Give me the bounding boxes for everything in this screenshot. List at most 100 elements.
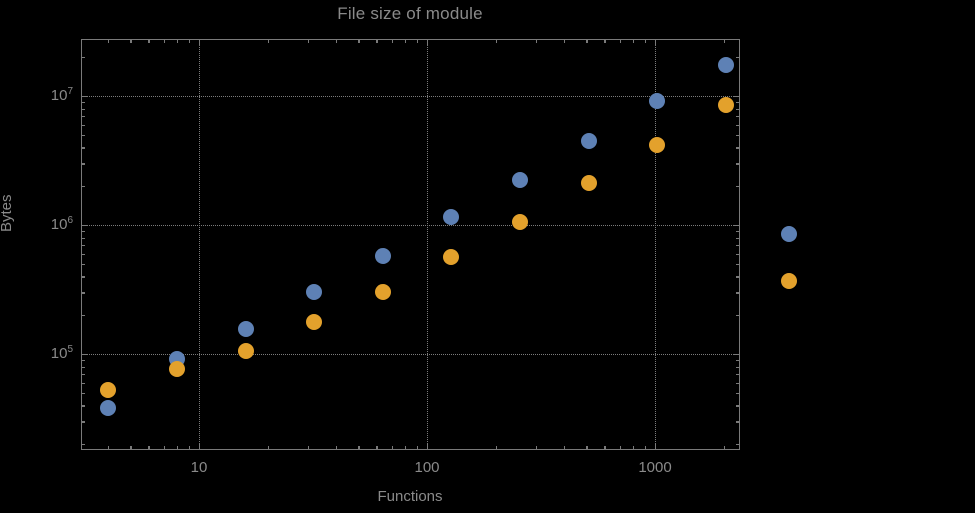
tick-x-top	[644, 39, 646, 43]
tick-y-minor	[81, 163, 85, 165]
tick-y-right	[733, 96, 740, 98]
tick-y-minor	[81, 186, 85, 188]
tick-x-top	[655, 39, 657, 46]
tick-x-minor	[188, 446, 190, 450]
tick-y-minor	[81, 405, 85, 407]
tick-y-minor	[81, 315, 85, 317]
tick-y-minor	[81, 147, 85, 149]
data-point-series-blue[interactable]	[580, 132, 597, 149]
y-tick-mantissa: 10	[50, 216, 68, 233]
tick-x-top	[199, 39, 201, 46]
data-point-series-blue[interactable]	[512, 171, 529, 188]
tick-y-major	[81, 225, 88, 227]
data-point-series-blue[interactable]	[374, 247, 391, 264]
y-tick-exponent: 6	[67, 215, 73, 226]
tick-x-minor	[391, 446, 393, 450]
tick-x-minor	[495, 446, 497, 450]
tick-x-minor	[535, 446, 537, 450]
tick-y-major	[81, 354, 88, 356]
gridline-x-1000	[655, 39, 656, 450]
tick-x-minor	[148, 446, 150, 450]
gridline-y-1e6	[81, 225, 740, 226]
tick-x-major	[199, 443, 201, 450]
data-point-series-blue[interactable]	[649, 93, 666, 110]
y-tick-mantissa: 10	[50, 87, 68, 104]
tick-y-right	[736, 392, 740, 395]
tick-y-minor	[81, 359, 85, 362]
tick-y-right	[733, 225, 740, 227]
data-point-series-orange[interactable]	[374, 283, 391, 300]
tick-y-minor	[81, 392, 85, 395]
tick-x-minor	[644, 446, 646, 450]
gridline-x-100	[427, 39, 428, 450]
tick-y-right	[736, 57, 740, 59]
tick-y-minor	[81, 244, 85, 247]
y-tick-label-1e7: 107	[13, 86, 73, 104]
data-point-series-orange[interactable]	[100, 381, 117, 398]
data-point-series-orange[interactable]	[306, 313, 323, 330]
tick-x-top	[188, 39, 190, 43]
tick-x-minor	[376, 446, 378, 450]
tick-y-minor	[81, 253, 85, 255]
tick-x-major	[427, 443, 429, 450]
tick-x-minor	[604, 446, 606, 450]
tick-x-minor	[416, 446, 418, 450]
y-tick-exponent: 7	[67, 86, 73, 97]
data-point-series-orange[interactable]	[717, 97, 734, 114]
data-point-series-orange[interactable]	[168, 361, 185, 378]
tick-y-minor	[81, 124, 85, 126]
tick-y-minor	[81, 444, 85, 446]
data-point-series-blue[interactable]	[306, 283, 323, 300]
y-tick-label-1e6: 106	[13, 215, 73, 233]
tick-y-right	[736, 124, 740, 126]
y-tick-exponent: 5	[67, 344, 73, 355]
data-point-series-blue[interactable]	[237, 321, 254, 338]
legend-swatch-orange[interactable]	[781, 273, 797, 289]
data-point-series-orange[interactable]	[443, 249, 460, 266]
tick-y-right	[736, 134, 740, 137]
y-axis-title: Bytes	[0, 194, 15, 232]
tick-y-right	[736, 366, 740, 368]
legend-swatch-blue[interactable]	[781, 226, 797, 242]
tick-y-minor	[81, 382, 85, 384]
tick-x-minor	[176, 446, 179, 450]
tick-x-top	[604, 39, 606, 43]
tick-x-top	[148, 39, 150, 43]
plot-frame	[81, 39, 740, 450]
data-point-series-blue[interactable]	[100, 400, 117, 417]
data-point-series-blue[interactable]	[443, 209, 460, 226]
data-point-series-orange[interactable]	[649, 136, 666, 153]
tick-x-top	[427, 39, 429, 46]
data-point-series-blue[interactable]	[717, 56, 734, 73]
tick-y-right	[736, 382, 740, 384]
tick-x-top	[632, 39, 635, 43]
tick-x-minor	[108, 446, 110, 450]
tick-y-right	[733, 354, 740, 356]
data-point-series-orange[interactable]	[580, 175, 597, 192]
y-tick-mantissa: 10	[50, 345, 68, 362]
x-tick-label-1000: 1000	[638, 459, 672, 476]
tick-y-right	[736, 115, 740, 118]
x-axis-title: Functions	[377, 488, 443, 505]
data-point-series-orange[interactable]	[237, 342, 254, 359]
tick-y-minor	[81, 57, 85, 59]
tick-x-top	[108, 39, 110, 43]
tick-x-top	[176, 39, 179, 43]
x-tick-label-10: 10	[190, 459, 208, 476]
data-point-series-orange[interactable]	[512, 213, 529, 230]
gridline-x-10	[199, 39, 200, 450]
tick-x-minor	[564, 446, 566, 450]
tick-x-minor	[336, 446, 338, 450]
tick-y-minor	[81, 292, 85, 294]
tick-y-right	[736, 405, 740, 407]
tick-x-minor	[723, 446, 725, 450]
tick-y-right	[736, 253, 740, 255]
tick-x-minor	[358, 446, 360, 450]
tick-y-minor	[81, 366, 85, 368]
tick-y-right	[736, 421, 740, 423]
tick-x-top	[564, 39, 566, 43]
y-tick-label-1e5: 105	[13, 344, 73, 362]
tick-y-minor	[81, 134, 85, 137]
tick-x-top	[495, 39, 497, 43]
